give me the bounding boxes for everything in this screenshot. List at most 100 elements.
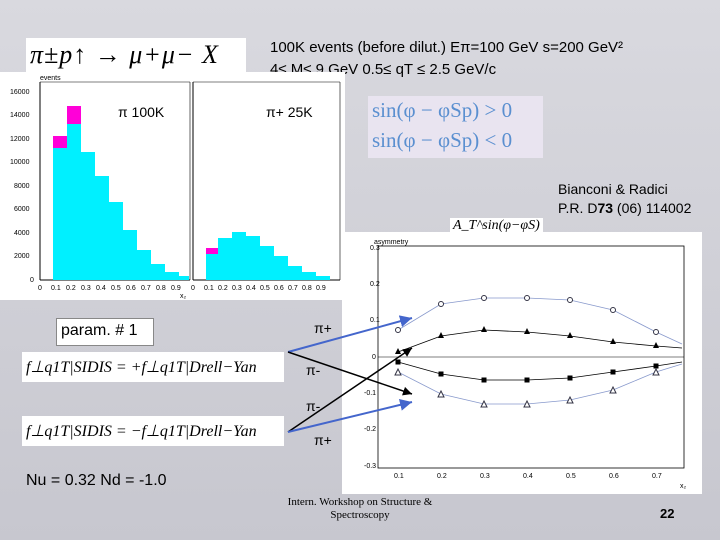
reaction-formula-box: π±p↑ → μ+μ− X <box>26 38 246 74</box>
data-point <box>567 297 573 303</box>
ytick-label: 2000 <box>14 253 30 260</box>
reaction-formula: π±p↑ → μ+μ− X <box>30 40 219 69</box>
footer-workshop-line2: Spectroscopy <box>330 509 390 521</box>
histogram-right-label: π+ 25K <box>266 104 313 120</box>
ytick-label: 0 <box>30 277 34 284</box>
histogram-bar <box>95 176 109 280</box>
data-point <box>438 332 444 338</box>
ytick-label: 0.2 <box>370 281 380 288</box>
xtick-label: 0.1 <box>51 285 61 292</box>
asymmetry-svg: asymmetry 0.3 0.2 0.1 0 -0.1 -0.2 -0.3 0… <box>364 239 687 490</box>
data-point <box>524 328 530 334</box>
data-point <box>566 395 574 404</box>
data-point <box>438 301 444 307</box>
data-point <box>610 338 616 344</box>
histogram-bar <box>316 276 330 280</box>
ytick-label: 4000 <box>14 230 30 237</box>
xtick-label: 0.3 <box>232 285 242 292</box>
data-point <box>609 385 617 394</box>
xtick-label: 0.4 <box>96 285 106 292</box>
sin-condition-box: sin(φ − φSp) > 0 sin(φ − φSp) < 0 <box>368 96 543 158</box>
data-point <box>438 371 444 377</box>
footer-workshop-line1: Intern. Workshop on Structure & <box>287 496 433 508</box>
ytick-label: 12000 <box>10 136 30 143</box>
page-number: 22 <box>660 506 675 521</box>
citation-reference: P.R. D73 (06) 114002 <box>558 200 692 216</box>
xtick-label: 0.3 <box>81 285 91 292</box>
xtick-label: 0 <box>38 285 42 292</box>
xtick-label: 0.2 <box>66 285 76 292</box>
xtick-label: 0.9 <box>171 285 181 292</box>
equation-minus: f⊥q1T|SIDIS = −f⊥q1T|Drell−Yan <box>26 423 257 440</box>
param-label: param. # 1 <box>61 322 138 339</box>
data-point <box>524 295 530 301</box>
xtick-label: 0.4 <box>246 285 256 292</box>
xtick-label: 0.7 <box>288 285 298 292</box>
histogram-bar <box>260 246 274 280</box>
citation: Bianconi & Radici P.R. D73 (06) 114002 <box>558 180 691 218</box>
series-triangle-upper <box>395 326 683 354</box>
ytick-label: -0.1 <box>364 390 376 397</box>
label-pi-minus-bottom: π- <box>306 398 321 414</box>
ytick-label: 0.3 <box>370 245 380 252</box>
data-point <box>481 326 487 332</box>
xtick-label: 0.7 <box>141 285 151 292</box>
label-pi-plus-bottom: π+ <box>314 432 332 448</box>
xtick-label: 0.9 <box>316 285 326 292</box>
ytick-label: 8000 <box>14 183 30 190</box>
xtick-label: 0.3 <box>480 473 490 480</box>
asymmetry-xticks: 0.1 0.2 0.3 0.4 0.5 0.6 0.7 x₂ <box>394 473 687 490</box>
ytick-label: 10000 <box>10 159 30 166</box>
histogram-bar <box>206 254 218 280</box>
data-point <box>567 332 573 338</box>
asymmetry-ylabel: asymmetry <box>374 239 409 246</box>
histogram-left-bars <box>53 106 189 280</box>
data-point <box>395 327 401 333</box>
asymmetry-plot-panel: asymmetry 0.3 0.2 0.1 0 -0.1 -0.2 -0.3 0… <box>342 232 702 494</box>
equation-box-2: f⊥q1T|SIDIS = −f⊥q1T|Drell−Yan <box>22 416 284 446</box>
data-point <box>652 367 660 376</box>
ytick-label: 16000 <box>10 89 30 96</box>
ytick-label: 0.1 <box>370 317 380 324</box>
sin-condition-positive: sin(φ − φSp) > 0 <box>372 98 513 122</box>
xtick-label: 0 <box>191 285 195 292</box>
histogram-panel: events 0 2000 4000 6000 8000 10000 12000… <box>0 72 345 300</box>
data-point <box>653 363 659 369</box>
data-point <box>653 342 659 348</box>
histogram-bar <box>165 272 179 280</box>
data-point <box>610 369 616 375</box>
param-label-box: param. # 1 <box>56 318 154 346</box>
histogram-bar <box>218 238 232 280</box>
data-point <box>481 295 487 301</box>
histogram-bar <box>246 236 260 280</box>
xtick-label: 0.6 <box>274 285 284 292</box>
footer-workshop: Intern. Workshop on Structure & Spectros… <box>282 496 438 522</box>
asymmetry-formula: A_T^sin(φ−φS) <box>450 218 543 234</box>
ytick-label: 0 <box>372 354 376 361</box>
data-point <box>653 329 659 335</box>
histogram-bar <box>67 124 81 280</box>
data-point <box>524 377 530 383</box>
histogram-bar-excess <box>53 136 67 148</box>
ytick-label: 14000 <box>10 112 30 119</box>
data-point <box>610 307 616 313</box>
ytick-label: -0.2 <box>364 426 376 433</box>
sin-condition-negative: sin(φ − φSp) < 0 <box>372 128 513 152</box>
asymmetry-xlabel: x₂ <box>680 483 687 490</box>
ytick-label: -0.3 <box>364 463 376 470</box>
normalization-text: Nu = 0.32 Nd = -1.0 <box>26 472 167 489</box>
histogram-xlabel: x₂ <box>180 293 187 300</box>
xtick-label: 0.1 <box>394 473 404 480</box>
histogram-bar <box>81 152 95 280</box>
histogram-bar <box>232 232 246 280</box>
histogram-left-xticks: 0 0.1 0.2 0.3 0.4 0.5 0.6 0.7 0.8 0.9 x₂ <box>38 285 187 300</box>
asymmetry-yticks: 0.3 0.2 0.1 0 -0.1 -0.2 -0.3 <box>364 245 380 470</box>
data-point <box>480 399 488 408</box>
xtick-label: 0.5 <box>111 285 121 292</box>
xtick-label: 0.1 <box>204 285 214 292</box>
data-point <box>394 367 402 376</box>
data-point <box>481 377 487 383</box>
xtick-label: 0.7 <box>652 473 662 480</box>
histogram-left-label: π 100K <box>118 104 165 120</box>
histogram-bar <box>288 266 302 280</box>
